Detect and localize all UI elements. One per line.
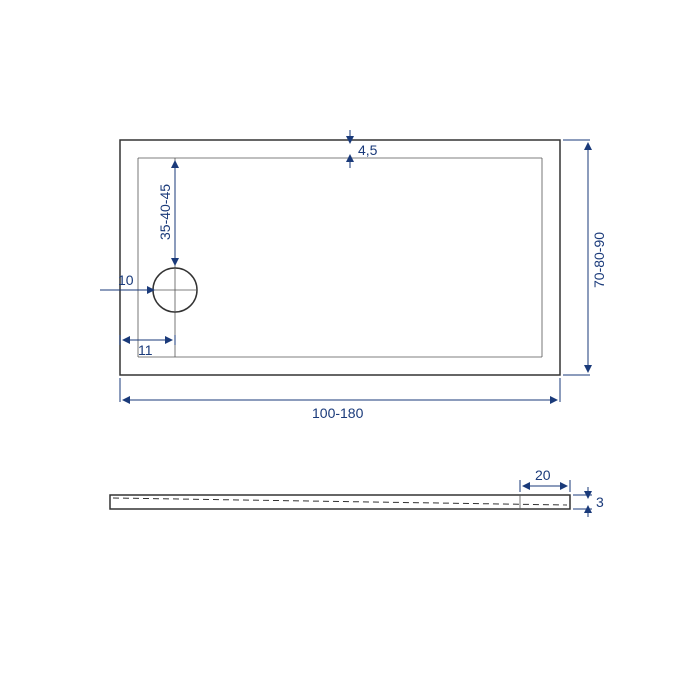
thickness-label: 3 (596, 494, 604, 510)
height-label: 70-80-90 (591, 232, 607, 288)
side-outline (110, 495, 570, 509)
technical-diagram: 4,5 35-40-45 10 11 100-180 70-80-90 (0, 0, 700, 700)
dim-height: 70-80-90 (563, 140, 607, 375)
dim-side-inset: 20 (520, 467, 570, 492)
vertical-offset-label: 35-40-45 (157, 184, 173, 240)
dim-drain-offset: 11 (120, 335, 175, 358)
tray-outline (120, 140, 560, 375)
drain-offset-label: 11 (138, 342, 153, 358)
dim-top-gap: 4,5 (350, 130, 378, 168)
top-view (120, 140, 560, 375)
dim-vertical-offset: 35-40-45 (157, 164, 175, 262)
dim-thickness: 3 (573, 487, 604, 517)
side-slope (113, 498, 567, 505)
side-view (110, 495, 570, 509)
top-gap-label: 4,5 (358, 142, 378, 158)
dim-width: 100-180 (120, 378, 560, 421)
width-label: 100-180 (312, 405, 364, 421)
drain-diameter-label: 10 (118, 272, 134, 288)
side-inset-label: 20 (535, 467, 551, 483)
dim-drain-diameter: 10 (100, 272, 151, 290)
